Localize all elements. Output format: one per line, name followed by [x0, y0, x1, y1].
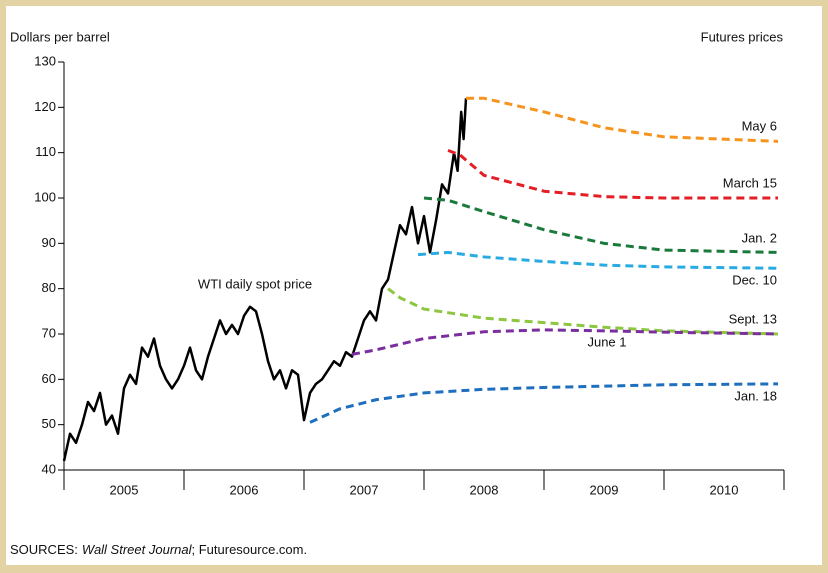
- series-line: [351, 328, 779, 356]
- y-axis-label: Dollars per barrel: [10, 29, 110, 44]
- y-tick-label: 60: [42, 371, 56, 386]
- y-tick-label: 120: [34, 99, 56, 114]
- series-label: March 15: [723, 175, 777, 190]
- y-tick-label: 90: [42, 235, 56, 250]
- series-label: Sept. 13: [729, 311, 777, 326]
- y-tick-label: 40: [42, 461, 56, 476]
- y-tick-label: 130: [34, 53, 56, 68]
- y-tick-label: 50: [42, 416, 56, 431]
- series-label: May 6: [742, 118, 777, 133]
- series-line: [62, 98, 468, 462]
- series-label: Jan. 18: [734, 388, 777, 403]
- series-label: June 1: [587, 334, 626, 349]
- panel: [6, 6, 822, 565]
- y-tick-label: 100: [34, 189, 56, 204]
- x-tick-label: 2007: [350, 482, 379, 497]
- y-tick-label: 70: [42, 325, 56, 340]
- x-tick-label: 2009: [590, 482, 619, 497]
- x-tick-label: 2008: [470, 482, 499, 497]
- source-suffix: ; Futuresource.com.: [192, 542, 308, 557]
- series-line: [447, 148, 778, 200]
- legend-title: Futures prices: [701, 29, 784, 44]
- x-tick-label: 2006: [230, 482, 259, 497]
- series-line: [309, 382, 779, 424]
- source-italic: Wall Street Journal: [82, 542, 193, 557]
- series-line: [423, 196, 779, 254]
- series-line: [466, 96, 779, 143]
- source-prefix: SOURCES:: [10, 542, 78, 557]
- series-label: WTI daily spot price: [198, 276, 312, 291]
- y-tick-label: 80: [42, 280, 56, 295]
- series-line: [387, 287, 779, 336]
- x-tick-label: 2005: [110, 482, 139, 497]
- series-line: [417, 250, 779, 270]
- series-label: Jan. 2: [742, 230, 777, 245]
- y-tick-label: 110: [35, 144, 56, 159]
- x-tick-label: 2010: [710, 482, 739, 497]
- source-note: SOURCES: Wall Street Journal; Futuresourc…: [10, 542, 307, 557]
- series-label: Dec. 10: [732, 272, 777, 287]
